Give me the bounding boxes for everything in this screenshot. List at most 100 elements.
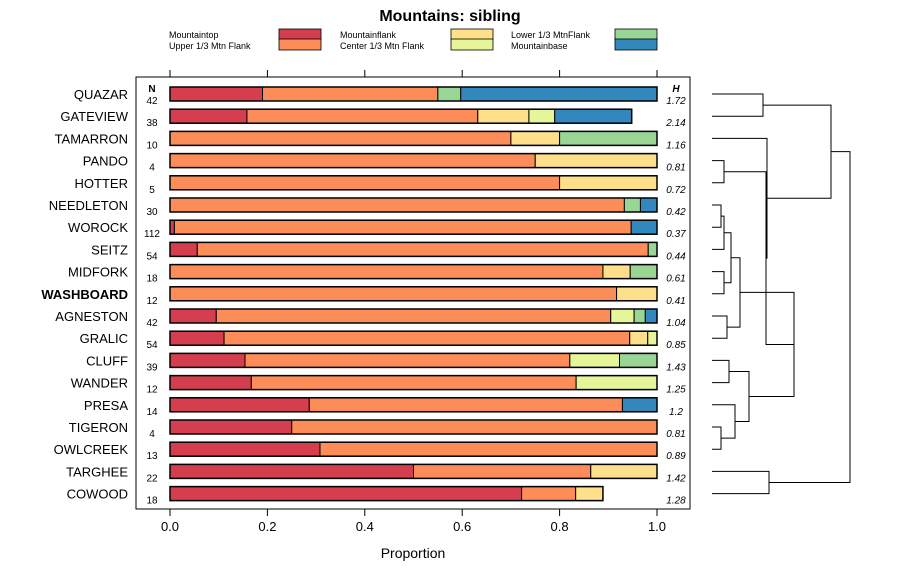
dendrogram-link — [727, 257, 741, 328]
row-h-value: 0.42 — [666, 207, 686, 218]
bar-segment — [647, 241, 658, 257]
row-n-value: 14 — [146, 407, 158, 418]
legend-swatch — [450, 28, 494, 41]
bar-segment — [413, 463, 592, 479]
bar-segment — [610, 308, 635, 324]
bar-outline — [169, 330, 658, 346]
bar-segment — [196, 241, 649, 257]
bar-outline — [169, 241, 658, 258]
bar-segment — [169, 375, 252, 391]
bar-outline — [169, 485, 604, 502]
bar-outline — [169, 263, 658, 280]
row-label: SEITZ — [91, 242, 128, 257]
bar-segment — [621, 397, 658, 413]
bar-segment — [169, 419, 293, 435]
dendrogram-link — [712, 137, 768, 259]
row-label: TARGHEE — [66, 464, 128, 479]
bar-segment — [319, 441, 658, 457]
row-label: HOTTER — [75, 176, 128, 191]
row-label: PANDO — [83, 154, 128, 169]
bar-segment — [569, 352, 621, 368]
dendrogram-link — [763, 104, 832, 199]
row-label: WOROCK — [68, 220, 128, 235]
row-n-value: 22 — [146, 473, 158, 484]
row-n-value: 38 — [146, 118, 158, 129]
dendrogram-link — [712, 426, 722, 450]
row-h-value: 0.72 — [666, 185, 686, 196]
dendrogram — [712, 93, 851, 495]
row-h-value: 1.28 — [666, 496, 686, 507]
h-column-header: H — [672, 84, 680, 95]
bar-outline — [169, 108, 633, 124]
bar-segment — [629, 264, 658, 280]
row-h-value: 0.89 — [666, 451, 686, 462]
row-label: WANDER — [71, 376, 128, 391]
legend-swatch — [278, 28, 322, 41]
bar-segment — [223, 330, 631, 346]
bar-segment — [169, 197, 625, 213]
x-tick-label: 1.0 — [648, 519, 666, 534]
bar-segment — [590, 463, 658, 479]
row-n-value: 42 — [146, 318, 158, 329]
bar-segment — [521, 486, 577, 502]
row-label: MIDFORK — [68, 265, 128, 280]
bar-segment — [244, 352, 571, 368]
legend-swatch — [278, 38, 322, 51]
bar-segment — [169, 86, 264, 102]
row-label: GRALIC — [80, 331, 128, 346]
bar-segment — [623, 197, 641, 213]
bar-segment — [169, 241, 198, 257]
bar-segment — [559, 130, 658, 146]
bar-outline — [169, 441, 658, 457]
row-h-value: 0.85 — [666, 340, 686, 351]
bar-outline — [169, 219, 658, 235]
row-label: QUAZAR — [74, 87, 128, 102]
bar-outline — [169, 175, 658, 191]
row-n-value: 54 — [146, 340, 158, 351]
row-label: CLUFF — [86, 353, 128, 368]
row-n-value: 42 — [146, 96, 158, 107]
row-h-value: 0.44 — [666, 251, 686, 262]
bar-outline — [169, 419, 658, 435]
row-h-value: 1.72 — [666, 96, 686, 107]
dendrogram-link — [729, 371, 750, 422]
bar-segment — [169, 397, 310, 413]
legend-label: Mountainbase — [511, 41, 568, 51]
x-axis: 0.0 0.2 0.4 0.6 0.8 1.0 — [161, 70, 666, 534]
bar-segment — [169, 175, 561, 191]
dendrogram-link — [724, 232, 732, 284]
dendrogram-link — [712, 160, 725, 184]
dendrogram-link — [712, 93, 764, 117]
dendrogram-link — [712, 215, 725, 250]
row-n-value: 18 — [146, 274, 158, 285]
row-n-value: 12 — [146, 296, 158, 307]
legend-swatch — [614, 38, 658, 51]
x-tick-label: 0.2 — [258, 519, 276, 534]
row-label: COWOOD — [67, 487, 128, 502]
row-h-value: 2.14 — [665, 118, 686, 129]
legend-swatch — [450, 38, 494, 51]
row-h-value: 1.16 — [666, 140, 686, 151]
row-label: AGNESTON — [55, 309, 128, 324]
bar-segment — [528, 108, 556, 124]
row-h-value: 1.2 — [669, 407, 683, 418]
row-h-value: 0.81 — [666, 163, 685, 174]
dendrogram-link — [712, 404, 736, 439]
row-h-value: 0.41 — [666, 296, 685, 307]
row-label: PRESA — [84, 398, 128, 413]
legend-label: Mountaintop — [169, 30, 219, 40]
row-label: OWLCREEK — [54, 442, 129, 457]
bar-outline — [169, 374, 658, 391]
bar-segment — [291, 419, 658, 435]
bar-segment — [619, 352, 658, 368]
row-h-value: 0.61 — [666, 274, 685, 285]
bar-segment — [633, 308, 646, 324]
bar-segment — [169, 108, 248, 124]
x-tick-label: 0.4 — [356, 519, 374, 534]
legend-label: Center 1/3 Mtn Flank — [340, 41, 425, 51]
bar-outline — [169, 463, 658, 480]
bars: QUAZAR 42 1.72 GATEVIEW 38 2.14 TAMARRON 10 1.16… — [41, 86, 686, 507]
bar-outline — [169, 397, 658, 413]
row-h-value: 1.25 — [666, 385, 686, 396]
